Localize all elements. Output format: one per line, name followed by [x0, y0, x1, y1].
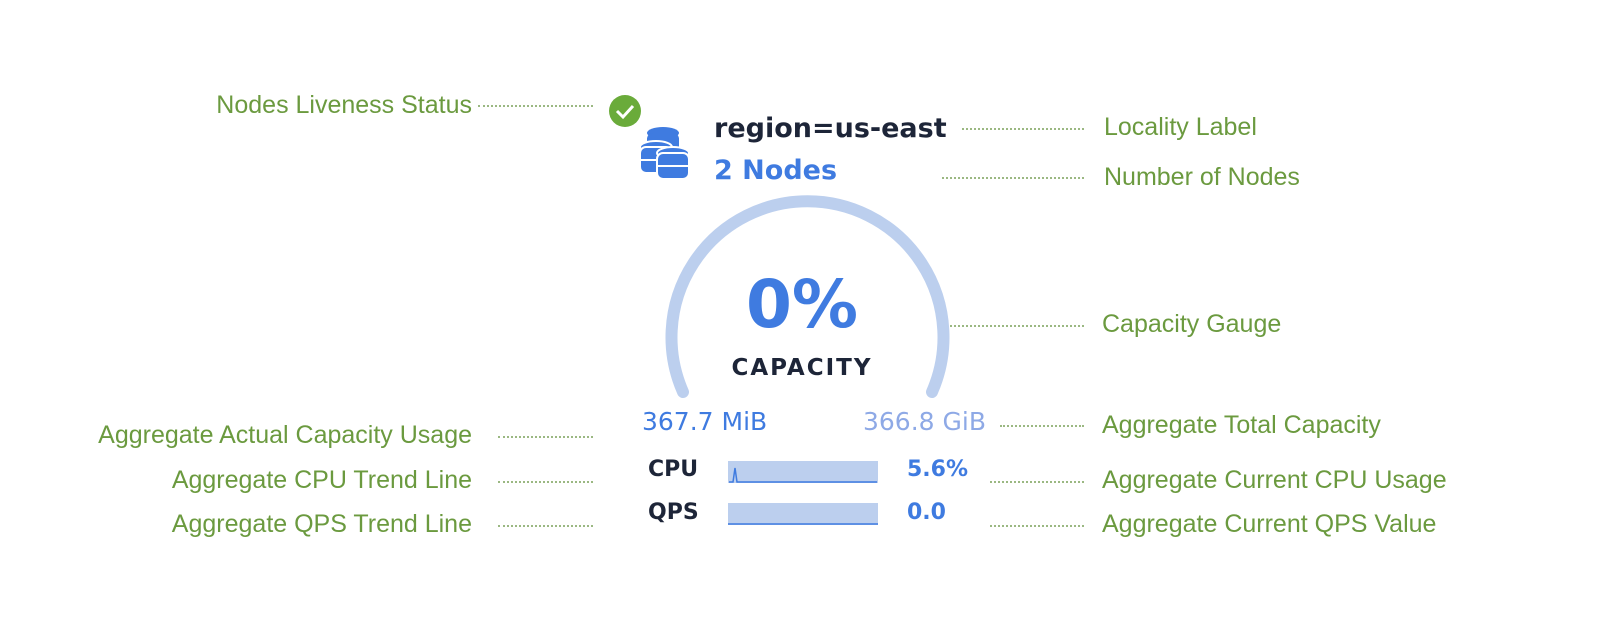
capacity-gauge-arc: [665, 195, 950, 398]
cpu-sparkline: [728, 461, 878, 483]
leader-line: [962, 128, 1084, 130]
capacity-label: CAPACITY: [731, 355, 873, 381]
capacity-percent: 0%: [745, 266, 859, 343]
capacity-used: 367.7 MiB: [642, 407, 768, 436]
leader-line: [942, 177, 1084, 179]
leader-line: [478, 105, 593, 107]
cpu-value: 5.6%: [907, 457, 969, 482]
check-circle-icon: [609, 95, 641, 127]
leader-line: [942, 325, 1084, 327]
annotation-total: Aggregate Total Capacity: [1102, 411, 1381, 439]
leader-line: [498, 436, 593, 438]
database-icon: [639, 127, 690, 180]
cpu-label: CPU: [648, 457, 699, 482]
leader-line: [990, 525, 1084, 527]
node-count[interactable]: 2 Nodes: [714, 155, 838, 186]
annotation-nodes: Number of Nodes: [1104, 163, 1300, 191]
annotation-qps-trend: Aggregate QPS Trend Line: [171, 510, 472, 538]
annotation-gauge: Capacity Gauge: [1102, 310, 1282, 338]
leader-line: [498, 525, 593, 527]
qps-value: 0.0: [907, 500, 946, 525]
leader-line: [990, 481, 1084, 483]
leader-line: [1000, 425, 1084, 427]
annotation-usage: Aggregate Actual Capacity Usage: [98, 421, 472, 449]
annotation-liveness: Nodes Liveness Status: [216, 91, 472, 119]
qps-sparkline: [728, 503, 878, 525]
capacity-total: 366.8 GiB: [863, 407, 986, 436]
annotation-cpu-trend: Aggregate CPU Trend Line: [171, 466, 472, 494]
qps-label: QPS: [648, 500, 699, 525]
annotation-qps-current: Aggregate Current QPS Value: [1102, 510, 1437, 538]
annotation-locality: Locality Label: [1104, 113, 1257, 141]
annotation-cpu-current: Aggregate Current CPU Usage: [1102, 466, 1447, 494]
leader-line: [498, 481, 593, 483]
locality-label: region=us-east: [714, 113, 947, 144]
